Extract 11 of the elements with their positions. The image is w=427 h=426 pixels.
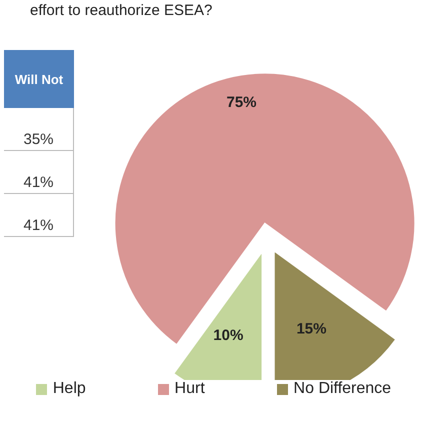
text: Will Not (4, 50, 74, 108)
legend-label: Hurt (174, 380, 205, 398)
legend-label: No Difference (292, 380, 392, 398)
text: 41% (4, 194, 74, 237)
text: 41% (4, 151, 74, 194)
legend-label: Help (52, 380, 86, 398)
text: 35% (4, 108, 74, 151)
chart-title: effort to reauthorize ESEA? (30, 2, 212, 19)
data-label: 15% (296, 320, 326, 338)
data-label: 10% (213, 327, 244, 344)
data-label: 75% (226, 94, 257, 112)
